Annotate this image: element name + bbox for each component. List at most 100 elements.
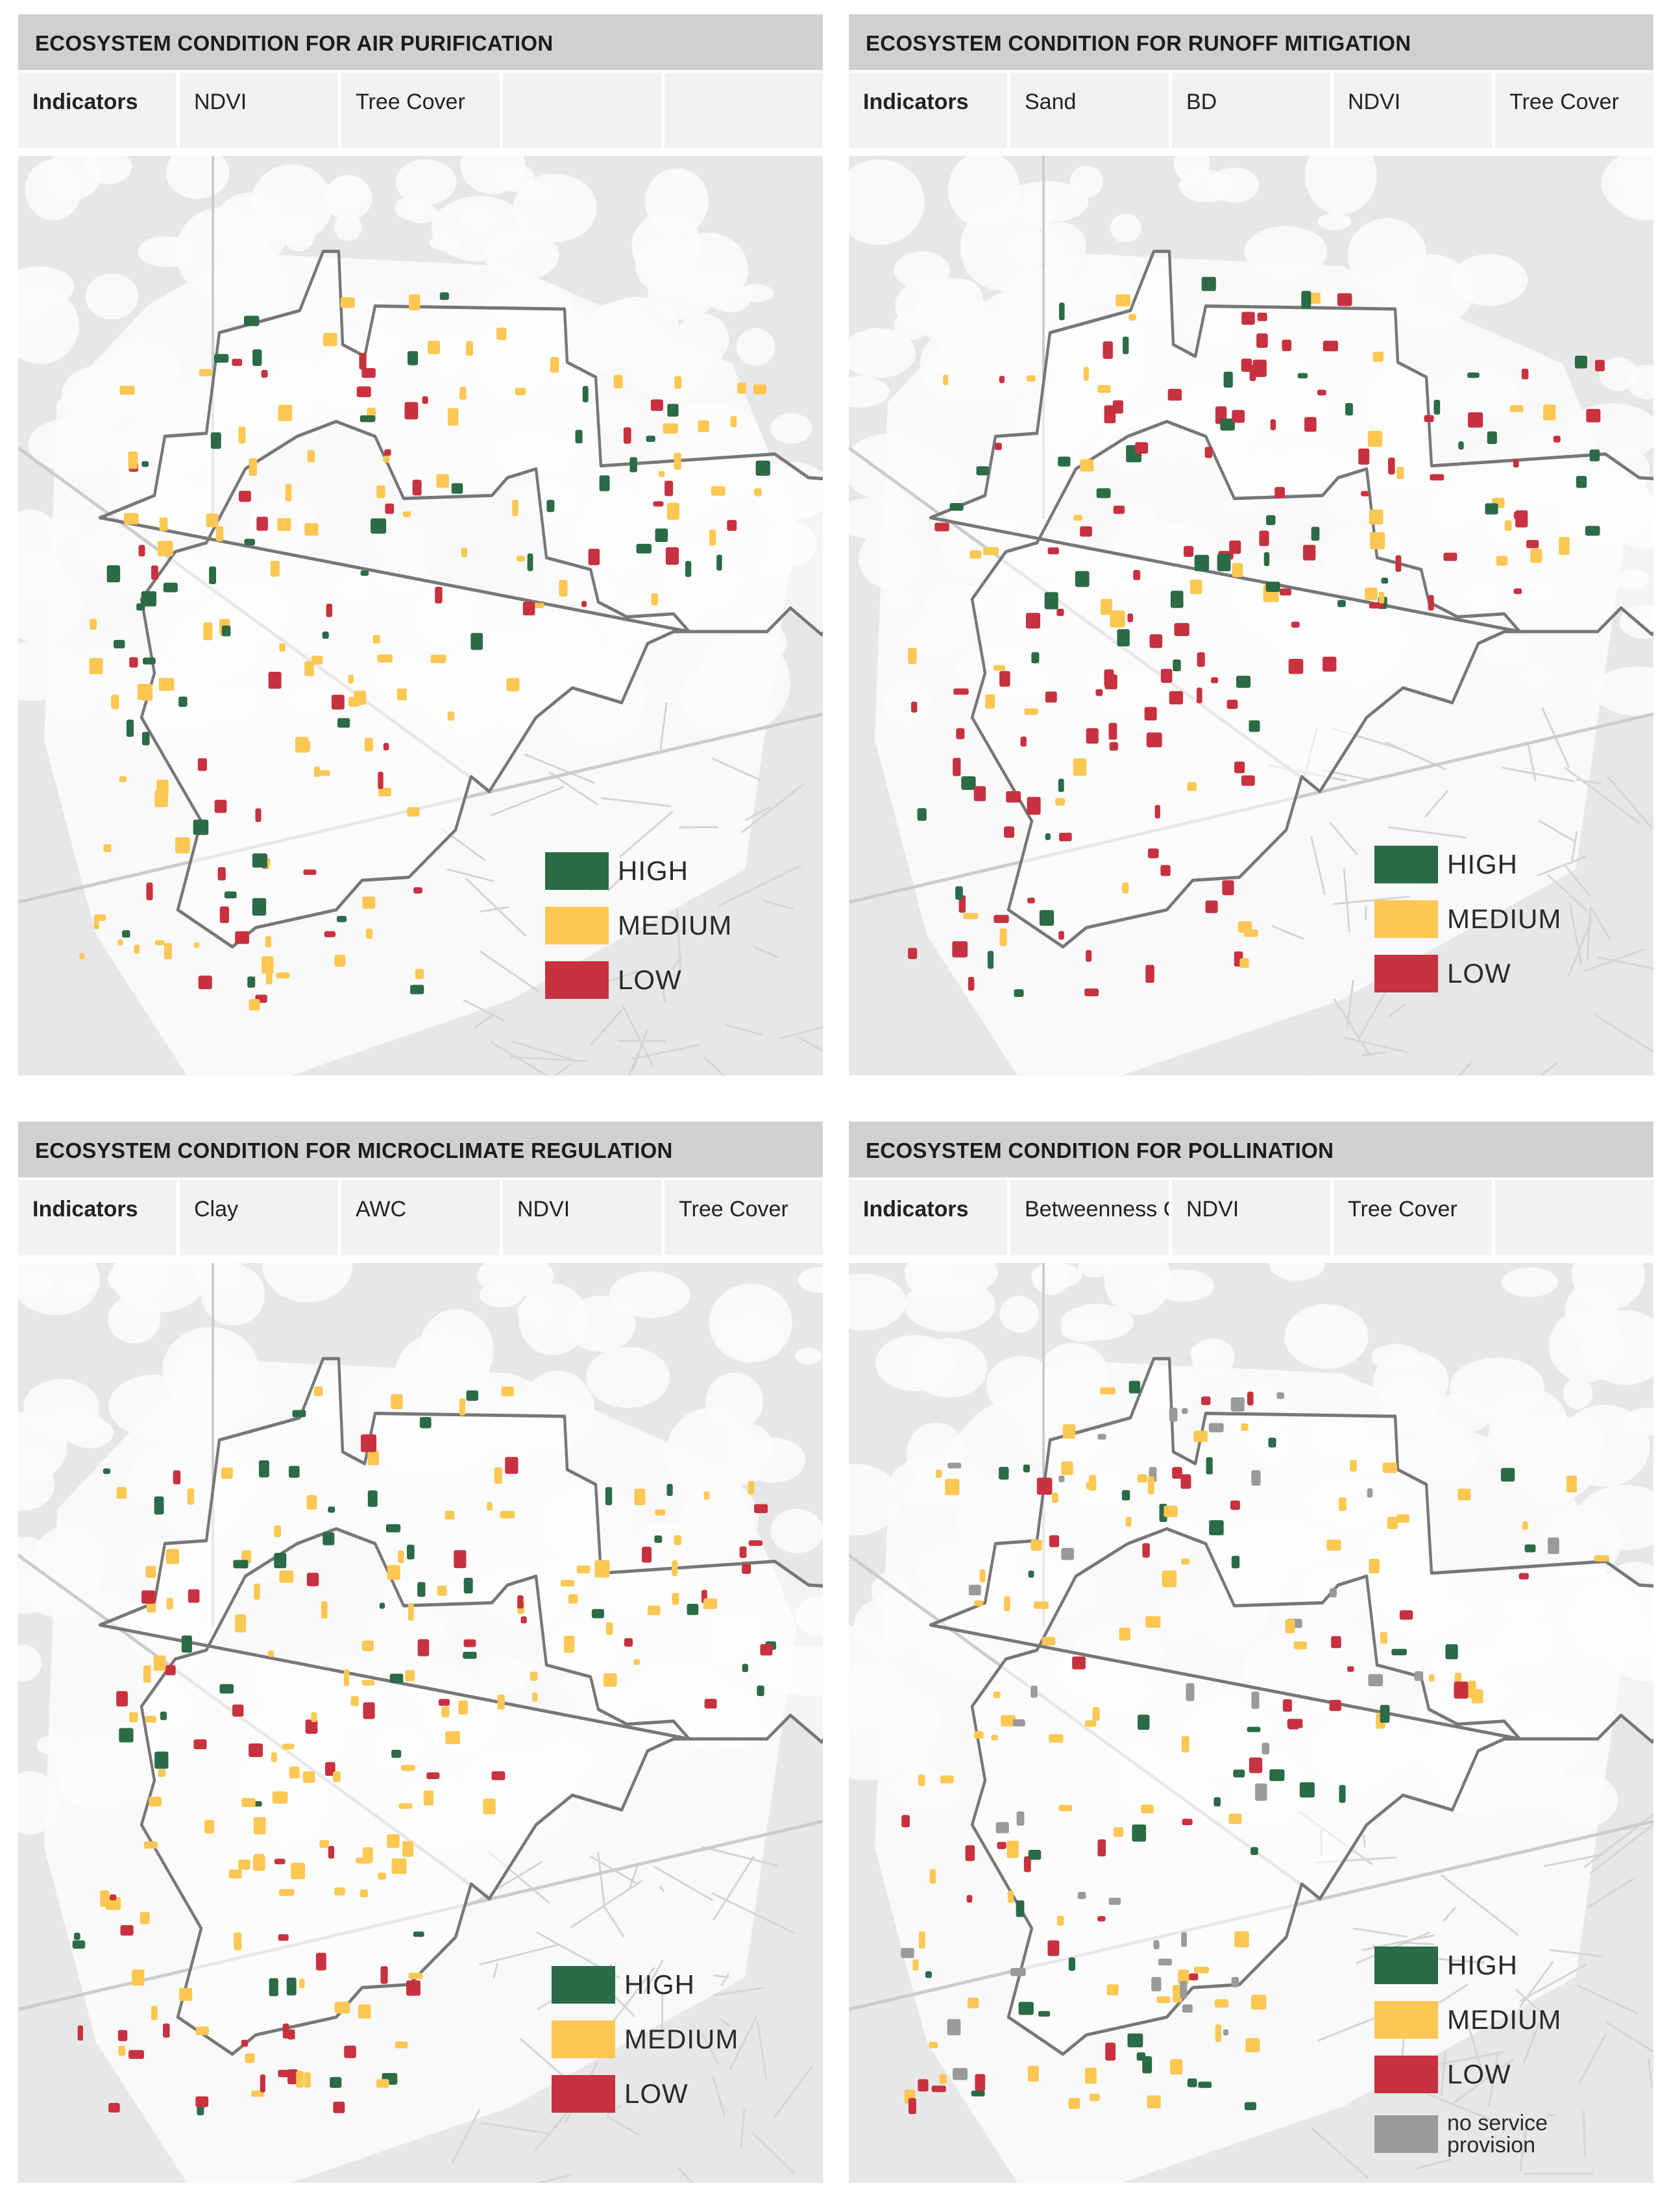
ecosystem-patch — [973, 786, 986, 802]
ecosystem-patch — [325, 1762, 335, 1776]
ecosystem-patch — [1265, 582, 1280, 593]
ecosystem-patch — [1108, 1897, 1121, 1905]
road-line — [512, 1040, 578, 1063]
ecosystem-patch — [304, 522, 319, 536]
ecosystem-patch — [419, 1417, 432, 1429]
ecosystem-patch — [1589, 449, 1600, 461]
ecosystem-patch — [1027, 2065, 1039, 2082]
ecosystem-patch — [748, 1540, 763, 1546]
ecosystem-patch — [956, 728, 965, 739]
indicator-cell: Betweenness C. — [1010, 1180, 1172, 1255]
legend-swatch-high — [545, 852, 609, 890]
ecosystem-patch — [217, 866, 226, 881]
ecosystem-patch — [72, 1940, 86, 1949]
legend-item-high: HIGH — [552, 1958, 738, 2012]
indicator-cell — [1495, 1180, 1653, 1255]
ecosystem-patch — [665, 480, 674, 497]
roads — [441, 702, 823, 1075]
ecosystem-patch — [753, 488, 762, 497]
map: HIGH MEDIUM LOW — [18, 156, 823, 1075]
ecosystem-patch — [1061, 1547, 1074, 1560]
ecosystem-patch — [466, 341, 473, 356]
road-line — [701, 1845, 779, 1867]
ecosystem-patch — [653, 501, 664, 507]
urban-patch — [395, 159, 457, 205]
ecosystem-patch — [143, 1841, 158, 1849]
ecosystem-patch — [143, 657, 156, 665]
ecosystem-patch — [1433, 400, 1441, 415]
road-line — [524, 753, 595, 784]
ecosystem-patch — [674, 1535, 682, 1545]
ecosystem-patch — [396, 688, 407, 701]
ecosystem-patch — [1266, 515, 1276, 526]
ecosystem-patch — [279, 1570, 294, 1583]
ecosystem-patch — [288, 1466, 300, 1478]
ecosystem-patch — [331, 694, 345, 710]
ecosystem-patch — [1187, 2078, 1197, 2087]
ecosystem-patch — [698, 420, 709, 432]
urban-patch — [738, 284, 774, 302]
ecosystem-patch — [1137, 1474, 1147, 1482]
legend-item-medium: MEDIUM — [545, 898, 732, 953]
ecosystem-patch — [1169, 1407, 1178, 1422]
ecosystem-patch — [330, 2077, 342, 2088]
urban-patch — [894, 251, 950, 289]
urban-patch — [849, 159, 925, 245]
ecosystem-patch — [1105, 2043, 1116, 2061]
ecosystem-patch — [252, 349, 262, 366]
ecosystem-patch — [997, 1841, 1006, 1849]
map: HIGH MEDIUM LOW — [849, 156, 1653, 1075]
indicator-row: Indicators Sand BD NDVI Tree Cover — [849, 73, 1653, 148]
road-line — [1582, 948, 1645, 973]
ecosystem-patch — [1485, 503, 1498, 515]
ecosystem-patch — [1249, 365, 1256, 382]
ecosystem-patch — [360, 1889, 369, 1898]
ecosystem-patch — [576, 1565, 591, 1574]
legend-swatch-low — [1374, 2056, 1438, 2093]
ecosystem-patch — [311, 656, 323, 665]
ecosystem-patch — [367, 1490, 378, 1507]
ecosystem-patch — [1231, 1556, 1240, 1569]
ecosystem-patch — [949, 503, 964, 511]
ecosystem-patch — [1088, 1475, 1097, 1491]
ecosystem-patch — [165, 1549, 180, 1564]
road-line — [745, 805, 771, 821]
ecosystem-patch — [372, 635, 380, 644]
indicator-row: Indicators NDVI Tree Cover — [18, 73, 823, 148]
road-line — [619, 810, 674, 858]
ecosystem-patch — [426, 1772, 440, 1780]
ecosystem-patch — [666, 1484, 673, 1496]
indicator-cell: BD — [1172, 73, 1334, 148]
ecosystem-patch — [140, 1911, 150, 1924]
ecosystem-patch — [235, 1614, 247, 1633]
ecosystem-patch — [1104, 405, 1116, 424]
ecosystem-patch — [221, 1467, 233, 1479]
road-line — [779, 1026, 823, 1040]
ecosystem-patch — [1220, 418, 1235, 431]
ecosystem-patch — [1045, 691, 1057, 703]
ecosystem-patch — [939, 2074, 947, 2084]
urban-patch — [405, 203, 438, 223]
road-line — [1465, 2019, 1482, 2067]
ecosystem-patch — [361, 368, 376, 378]
ecosystem-patch — [276, 972, 290, 979]
ecosystem-patch — [408, 1603, 414, 1621]
ecosystem-patch — [448, 408, 459, 426]
urban-patch — [1269, 1263, 1325, 1281]
ecosystem-patch — [642, 1546, 652, 1563]
ecosystem-patch — [1188, 1973, 1199, 1981]
urban-patch — [849, 1273, 907, 1331]
road-line — [703, 1057, 726, 1075]
road-line — [1582, 2110, 1587, 2157]
ecosystem-patch — [633, 1659, 640, 1665]
ecosystem-patch — [512, 499, 518, 517]
ecosystem-patch — [500, 1510, 515, 1519]
ecosystem-patch — [1101, 598, 1113, 615]
road-line — [796, 1035, 823, 1052]
ecosystem-patch — [1031, 1539, 1042, 1551]
urban-patch — [513, 173, 597, 243]
ecosystem-patch — [568, 1594, 578, 1604]
ecosystem-patch — [1031, 1686, 1038, 1698]
ecosystem-patch — [1061, 1461, 1073, 1475]
ecosystem-patch — [522, 601, 535, 616]
